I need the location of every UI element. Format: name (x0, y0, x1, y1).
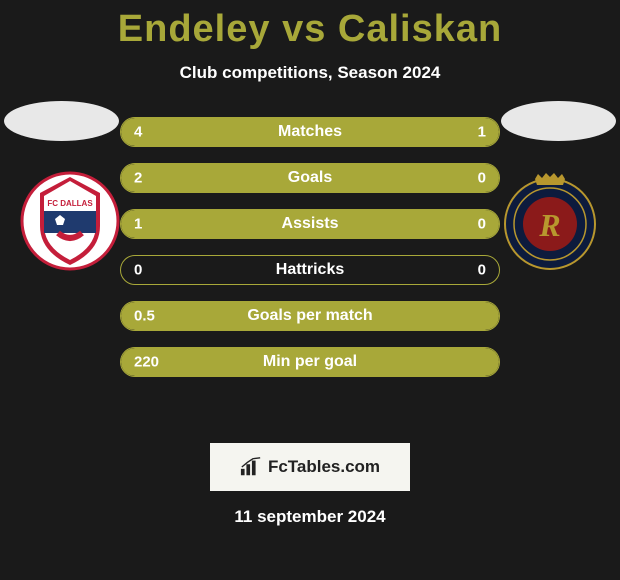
infographic-root: Endeley vs Caliskan Club competitions, S… (0, 0, 620, 580)
stat-value-right: 1 (478, 124, 486, 141)
subtitle: Club competitions, Season 2024 (0, 63, 620, 83)
date-text: 11 september 2024 (0, 507, 620, 527)
player-photo-right (501, 101, 616, 141)
stat-value-right: 0 (478, 262, 486, 279)
stat-label: Goals per match (247, 307, 372, 325)
page-title: Endeley vs Caliskan (0, 8, 620, 51)
stat-value-left: 220 (134, 354, 159, 371)
stat-label: Goals (288, 169, 332, 187)
real-salt-lake-badge-icon: R (500, 171, 600, 271)
comparison-area: FC DALLAS R Matches41Goals20Assists10Hat… (0, 111, 620, 431)
stat-label: Min per goal (263, 353, 357, 371)
player-photo-left (4, 101, 119, 141)
stat-bar-fill-right (423, 118, 499, 146)
chart-icon (240, 457, 262, 477)
stat-value-left: 1 (134, 216, 142, 233)
stat-value-left: 0.5 (134, 308, 155, 325)
stat-bars: Matches41Goals20Assists10Hattricks00Goal… (120, 111, 500, 377)
stat-row: Assists 1 0 (120, 209, 500, 239)
club-badge-right: R (500, 171, 600, 271)
fc-dallas-badge-icon: FC DALLAS (20, 171, 120, 271)
stat-row: Hattricks 0 0 (120, 255, 500, 285)
stat-value-left: 2 (134, 170, 142, 187)
stat-row: Matches 4 1 (120, 117, 500, 147)
stat-value-right: 0 (478, 170, 486, 187)
stat-value-right: 0 (478, 216, 486, 233)
stat-label: Assists (282, 215, 339, 233)
stat-value-left: 4 (134, 124, 142, 141)
footer-brand-text: FcTables.com (268, 457, 380, 477)
club-badge-left: FC DALLAS (20, 171, 120, 271)
stat-row: Min per goal 220 (120, 347, 500, 377)
stat-label: Matches (278, 123, 342, 141)
stat-bar-fill-left (121, 118, 423, 146)
footer-brand: FcTables.com (210, 443, 410, 491)
stat-row: Goals 2 0 (120, 163, 500, 193)
stat-value-left: 0 (134, 262, 142, 279)
badge-text-left: FC DALLAS (47, 199, 93, 208)
stat-label: Hattricks (276, 261, 344, 279)
stat-row: Goals per match 0.5 (120, 301, 500, 331)
badge-text-right: R (538, 207, 560, 243)
